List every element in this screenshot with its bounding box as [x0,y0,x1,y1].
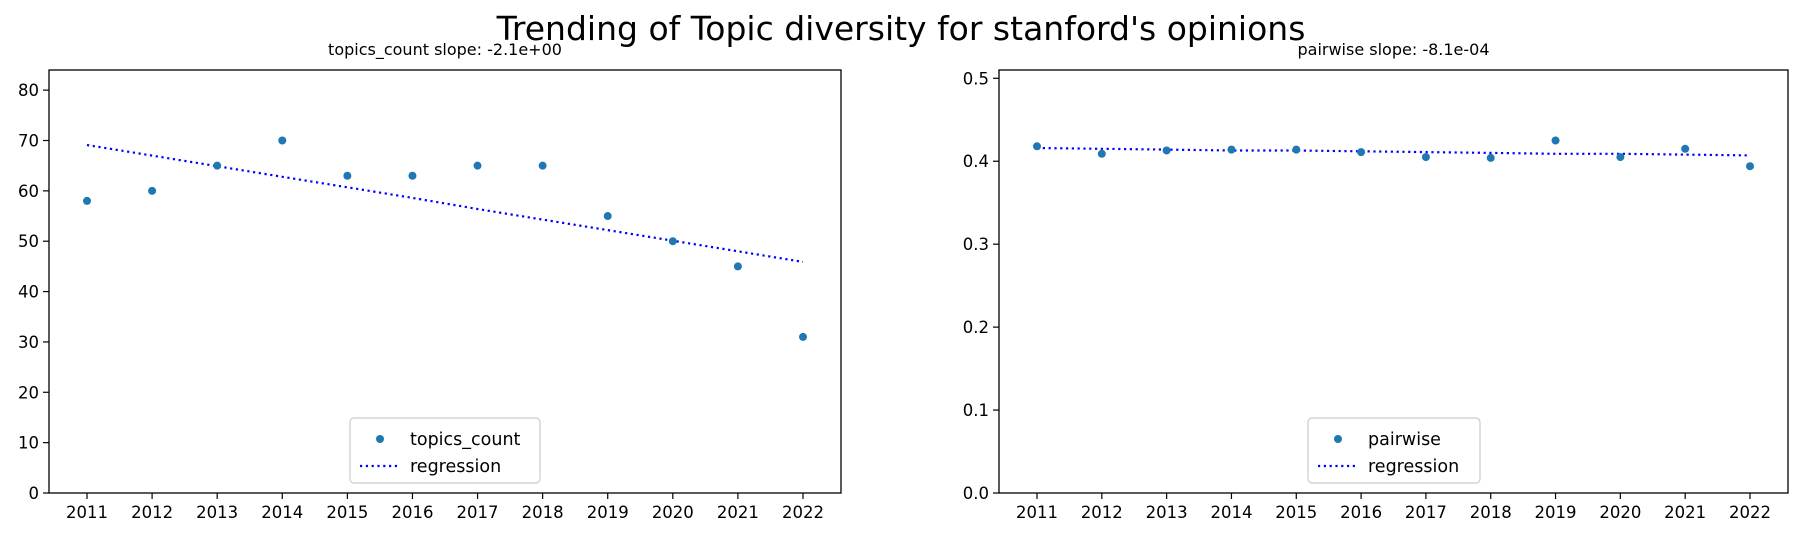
x-tick-label: 2017 [1405,503,1447,522]
legend: topics_count regression [349,417,541,484]
x-tick-label: 2012 [1081,503,1123,522]
data-point [1097,149,1106,158]
legend-entry-label: pairwise [1368,430,1441,450]
y-tick-label: 80 [18,81,39,100]
y-tick-label: 0.5 [963,69,989,88]
data-point [538,161,547,170]
y-tick-label: 0.1 [963,401,989,420]
y-tick-label: 0.3 [963,235,989,254]
data-point [1616,153,1625,162]
data-point [1551,136,1560,145]
x-tick-label: 2018 [522,503,564,522]
x-tick-label: 2021 [1664,503,1706,522]
y-tick-label: 40 [18,283,39,302]
x-tick-label: 2018 [1470,503,1512,522]
data-point [668,237,677,246]
x-tick-label: 2017 [457,503,499,522]
subplot-title: topics_count slope: -2.1e+00 [328,40,562,60]
legend-point-marker [376,435,384,443]
data-point [1033,142,1041,151]
x-tick-label: 2021 [717,503,759,522]
x-tick-label: 2016 [1340,503,1382,522]
y-tick-label: 30 [18,333,39,352]
plot-frame [998,69,1789,494]
x-tick-label: 2015 [326,503,368,522]
x-tick-label: 2020 [652,503,694,522]
data-point [1162,146,1171,155]
figure-suptitle: Trending of Topic diversity for stanford… [496,9,1306,48]
data-point [83,196,91,205]
data-point [1227,145,1236,154]
regression-line [86,143,804,263]
regression-line [1036,146,1751,157]
legend-point-marker [1334,435,1342,443]
legend-box [1307,417,1481,484]
x-tick-label: 2014 [1210,503,1252,522]
x-tick-label: 2013 [196,503,238,522]
data-point [148,186,157,195]
legend-entry-label: regression [1368,457,1459,477]
y-tick-label: 0.0 [963,484,989,503]
y-tick-label: 50 [18,232,39,251]
data-point [1681,144,1690,153]
legend: pairwise regression [1307,417,1481,484]
data-point [278,136,287,145]
y-tick-label: 0.4 [963,152,989,171]
data-point [1292,145,1301,154]
x-tick-label: 2015 [1275,503,1317,522]
x-tick-label: 2020 [1599,503,1641,522]
x-tick-label: 2012 [131,503,173,522]
data-point [733,262,742,271]
x-tick-label: 2019 [1535,503,1577,522]
x-tick-label: 2022 [1729,503,1771,522]
data-point [343,171,352,180]
data-point [1357,148,1366,157]
data-point [603,212,612,221]
x-tick-label: 2011 [66,503,108,522]
legend-box [349,417,541,484]
data-point [213,161,222,170]
left-chart-topics-count: topics_count slope: -2.1e+00 0 10 20 30 40 50 6… [18,40,842,522]
data-point [1421,153,1430,162]
legend-entry-label: regression [410,457,501,477]
y-tick-label: 0 [29,484,40,503]
y-tick-label: 60 [18,182,39,201]
y-tick-label: 0.2 [963,318,989,337]
data-point [408,171,417,180]
x-tick-label: 2011 [1016,503,1058,522]
x-tick-label: 2014 [261,503,303,522]
x-tick-label: 2019 [587,503,629,522]
data-point [799,332,807,341]
y-tick-label: 20 [18,383,39,402]
right-chart-pairwise: pairwise slope: -8.1e-04 0.0 0.1 0.2 0.3 0.4 0… [963,40,1789,522]
legend-entry-label: topics_count [410,430,521,450]
data-point [1486,153,1495,162]
y-tick-label: 70 [18,132,39,151]
data-point [473,161,482,170]
y-tick-label: 10 [18,434,39,453]
x-tick-label: 2013 [1146,503,1188,522]
data-point [1746,162,1754,171]
subplot-title: pairwise slope: -8.1e-04 [1297,40,1489,59]
plot-frame [48,69,842,494]
x-tick-label: 2016 [391,503,433,522]
x-tick-label: 2022 [782,503,824,522]
